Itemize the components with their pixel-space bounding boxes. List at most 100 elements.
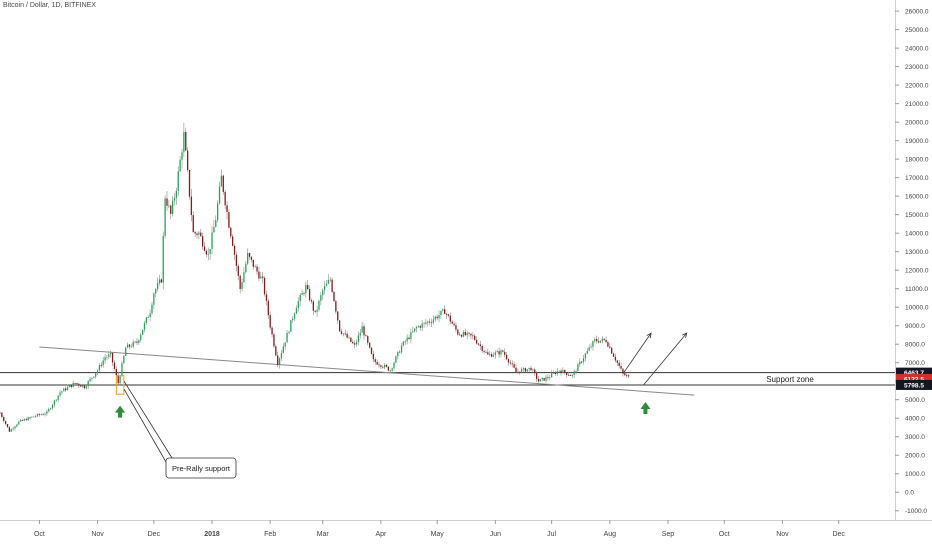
candle-body <box>143 322 146 330</box>
candle <box>627 373 630 379</box>
candle-body <box>496 351 498 353</box>
candle <box>85 383 87 390</box>
candle <box>425 318 427 325</box>
candle <box>404 339 406 345</box>
candle <box>8 425 11 433</box>
candle <box>318 299 320 312</box>
candle-body <box>622 368 624 374</box>
candle <box>151 301 153 315</box>
candle-body <box>337 311 339 321</box>
candle-body <box>247 253 249 264</box>
candle-body <box>213 226 215 233</box>
candle-body <box>479 344 481 346</box>
candle <box>430 318 433 328</box>
candle-body <box>248 253 251 257</box>
candle <box>25 417 27 421</box>
candle-body <box>19 420 22 422</box>
candle <box>498 347 500 358</box>
candle-body <box>297 301 299 309</box>
price-tick-label: 3000.0 <box>905 434 925 441</box>
candle-body <box>232 236 234 246</box>
candle-body <box>205 250 208 255</box>
candle <box>269 311 271 331</box>
candle <box>372 350 375 363</box>
candle <box>603 338 605 342</box>
candle <box>136 337 138 346</box>
candle-body <box>91 377 93 379</box>
candle-body <box>372 353 375 360</box>
candle-body <box>34 416 37 417</box>
candle-body <box>620 366 622 369</box>
candle <box>483 350 485 354</box>
candle <box>408 334 410 341</box>
candle-body <box>81 385 84 387</box>
candle <box>205 248 208 258</box>
candle-body <box>410 332 412 339</box>
price-tick-label: 0.0 <box>905 490 914 497</box>
candle <box>370 347 373 355</box>
candle-body <box>509 362 512 364</box>
candle-body <box>545 377 547 381</box>
candle <box>239 274 241 294</box>
candle-body <box>25 419 27 421</box>
candle-body <box>93 376 95 378</box>
pre-rally-highlight-box <box>115 375 125 395</box>
candle <box>57 395 59 403</box>
candle-body <box>301 293 303 295</box>
candle <box>352 339 354 345</box>
candle-body <box>222 175 224 192</box>
candle-body <box>517 371 519 373</box>
candle <box>455 322 457 333</box>
candle <box>466 330 468 340</box>
candle-body <box>398 351 401 353</box>
candle <box>132 339 134 349</box>
candle <box>55 398 57 402</box>
candle-body <box>295 308 298 314</box>
candle <box>601 336 603 344</box>
price-label-bg <box>896 367 932 378</box>
price-tick-label: 16000.0 <box>905 194 929 201</box>
candle-body <box>524 368 527 372</box>
price-label-text: 5798.5 <box>904 382 924 389</box>
candle <box>149 309 151 322</box>
candle-body <box>164 198 166 236</box>
candle-body <box>340 331 343 334</box>
price-tick-label: 9000.0 <box>905 323 925 330</box>
candle-body <box>481 345 483 351</box>
candle-body <box>175 190 178 198</box>
candle <box>316 305 318 317</box>
candle <box>89 376 91 382</box>
candle-body <box>500 350 502 355</box>
candle-body <box>534 369 536 374</box>
candle-body <box>408 337 410 339</box>
candle-body <box>200 232 202 237</box>
candle-body <box>27 417 29 421</box>
candle <box>243 266 245 283</box>
candle <box>263 276 266 297</box>
candle <box>445 312 448 319</box>
candle-body <box>338 320 341 332</box>
candle <box>19 419 22 422</box>
price-tick-label: 21000.0 <box>905 101 929 108</box>
candle <box>106 355 108 361</box>
candle-body <box>549 377 551 379</box>
candle <box>254 264 256 268</box>
candle-body <box>575 371 577 372</box>
candle-body <box>288 331 290 333</box>
candle-body <box>425 322 427 324</box>
candle <box>590 343 592 349</box>
candle-body <box>442 309 444 311</box>
candle-body <box>474 335 476 340</box>
candle-body <box>594 339 596 342</box>
candle-body <box>417 326 420 328</box>
candle <box>98 363 101 372</box>
candle <box>374 357 376 365</box>
candle <box>618 359 620 369</box>
candle <box>297 297 299 312</box>
time-tick-label: Feb <box>264 531 276 538</box>
candle <box>537 376 540 384</box>
candle <box>582 354 585 365</box>
candle <box>63 387 65 392</box>
